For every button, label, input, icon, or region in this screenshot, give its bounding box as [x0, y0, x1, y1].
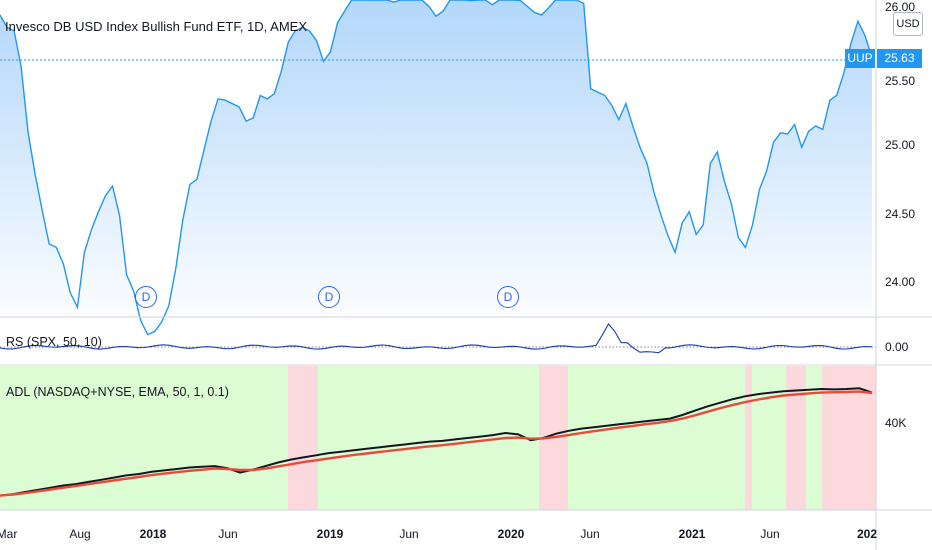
x-tick-label: 2018 [139, 527, 167, 541]
dividend-marker[interactable]: D [318, 286, 340, 308]
x-tick-label: Mar [0, 527, 18, 541]
x-tick-label: Jun [760, 527, 780, 541]
y-tick-label: 26.00 [885, 0, 916, 14]
adl-ema-line [0, 390, 873, 497]
adl-green-band [568, 366, 745, 510]
adl-green-band [0, 366, 288, 510]
adl-series-line [0, 387, 873, 497]
x-tick-label: 2020 [497, 527, 525, 541]
x-tick-label: 2019 [316, 527, 344, 541]
adl-red-band [822, 366, 852, 510]
currency-button[interactable]: USD [893, 12, 923, 36]
price-series-line [0, 0, 873, 336]
adl-axis-label: 40K [885, 416, 907, 430]
y-tick-label: 25.00 [885, 138, 916, 152]
rs-axis-label: 0.00 [885, 340, 909, 354]
y-tick-label: 25.50 [885, 74, 916, 88]
last-price-label: 25.63 [877, 49, 922, 68]
x-tick-label: Aug [69, 527, 91, 541]
adl-red-band [745, 366, 752, 510]
y-tick-label: 24.00 [885, 275, 916, 289]
dividend-marker[interactable]: D [135, 286, 157, 308]
adl-red-band [786, 366, 806, 510]
adl-indicator-label[interactable]: ADL (NASDAQ+NYSE, EMA, 50, 1, 0.1) [6, 385, 229, 399]
dividend-marker[interactable]: D [497, 286, 519, 308]
price-area-fill [0, 0, 872, 335]
rs-series-line [0, 323, 873, 354]
rs-indicator-label[interactable]: RS (SPX, 50, 10) [6, 335, 102, 349]
ticker-label: UUP [845, 49, 875, 68]
adl-red-band [288, 366, 318, 510]
y-tick-label: 24.50 [885, 207, 916, 221]
x-tick-label: Jun [580, 527, 600, 541]
x-tick-label: Jun [218, 527, 238, 541]
adl-green-band [752, 366, 786, 510]
x-tick-label: 2021 [678, 527, 706, 541]
x-tick-label: Jun [399, 527, 419, 541]
x-tick-label: 202 [856, 527, 878, 541]
chart-title: Invesco DB USD Index Bullish Fund ETF, 1… [5, 19, 308, 34]
adl-green-band [806, 366, 822, 510]
